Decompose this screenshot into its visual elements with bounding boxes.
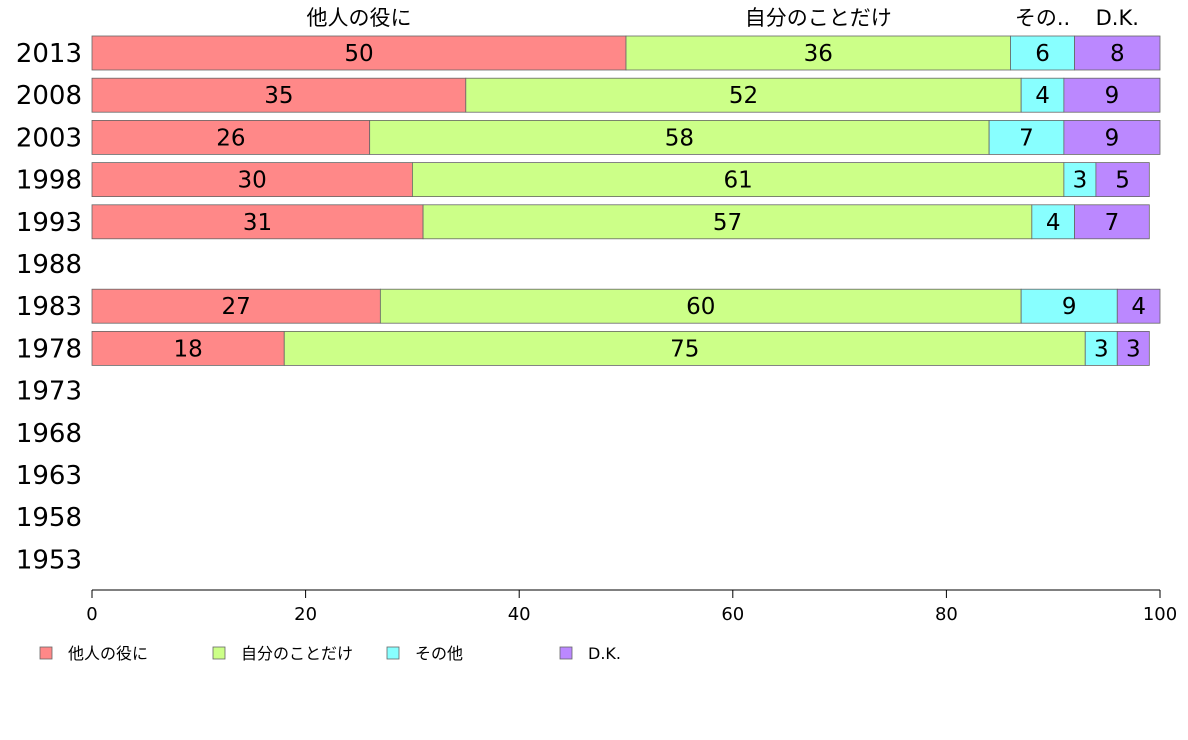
- x-tick-label-20: 20: [294, 604, 317, 625]
- bar-2013-series-0: [91, 35, 627, 71]
- legend-label-0: 他人の役に: [68, 644, 148, 663]
- data-label-1993-series-3: 7: [1105, 210, 1120, 236]
- bar-2003-series-1: [369, 120, 990, 155]
- data-label-1978-series-2: 3: [1094, 336, 1109, 362]
- y-tick-label-1958: 1958: [16, 503, 82, 533]
- legend-label-1: 自分のことだけ: [241, 644, 353, 663]
- series-top-labels: 他人の役に 自分のことだけ その.. D.K.: [307, 6, 1139, 30]
- data-label-2013-series-1: 36: [804, 41, 833, 67]
- legend-swatch-2: [386, 646, 400, 660]
- data-label-1993-series-2: 4: [1046, 210, 1061, 236]
- data-label-1993-series-1: 57: [713, 210, 742, 236]
- bar-2008-series-3: [1063, 77, 1161, 113]
- bars-group: 50 36 6 835 52 4 926 58 7 930 61 3 531 57 4 727 60 9 418 75…: [91, 35, 1161, 366]
- data-label-2008-series-2: 4: [1035, 83, 1050, 109]
- bar-2013-series-3: [1074, 35, 1161, 71]
- data-label-2008-series-0: 35: [264, 83, 293, 109]
- bar-2008-series-1: [465, 77, 1022, 113]
- data-label-1998-series-2: 3: [1073, 168, 1088, 194]
- data-label-1998-series-0: 30: [238, 168, 267, 194]
- data-label-2003-series-3: 9: [1105, 125, 1120, 151]
- bar-1978-series-2: [1084, 330, 1118, 366]
- bar-1983-series-0: [91, 288, 381, 324]
- data-label-2013-series-3: 8: [1110, 41, 1125, 67]
- data-label-1978-series-1: 75: [670, 336, 699, 362]
- data-label-1978-series-0: 18: [173, 336, 202, 362]
- y-tick-label-1973: 1973: [16, 377, 82, 407]
- bar-1993-series-1: [422, 204, 1033, 240]
- bar-2013-series-2: [1010, 35, 1075, 71]
- data-label-2008-series-3: 9: [1105, 83, 1120, 109]
- bar-1998-series-0: [91, 162, 413, 198]
- data-label-1993-series-0: 31: [243, 210, 272, 236]
- bar-2008-series-0: [91, 77, 467, 113]
- y-tick-label-1978: 1978: [16, 334, 82, 364]
- x-tick-label-80: 80: [935, 604, 958, 625]
- legend-label-3: D.K.: [588, 644, 621, 663]
- bar-1978-series-0: [91, 330, 285, 366]
- x-axis: 0 20 40 60 80 100: [86, 589, 1177, 625]
- legend-label-2: その他: [415, 644, 463, 663]
- y-tick-label-1998: 1998: [16, 166, 82, 196]
- y-axis-labels: 2013 2008 2003 1998 1993 1988 1983 1978 1973 1968…: [16, 39, 82, 575]
- series-top-label-3: D.K.: [1096, 6, 1139, 30]
- x-tick-label-0: 0: [86, 604, 97, 625]
- bar-2008-series-2: [1020, 77, 1065, 113]
- bar-2003-series-0: [91, 120, 371, 155]
- legend: 他人の役に 自分のことだけ その他 D.K.: [39, 644, 621, 663]
- bar-1998-series-1: [411, 162, 1065, 198]
- data-label-1983-series-1: 60: [686, 294, 715, 320]
- data-label-2003-series-1: 58: [665, 125, 694, 151]
- bar-1978-series-3: [1116, 330, 1150, 366]
- y-tick-label-1963: 1963: [16, 461, 82, 491]
- data-label-1998-series-1: 61: [723, 168, 752, 194]
- data-label-2003-series-2: 7: [1019, 125, 1034, 151]
- x-tick-label-60: 60: [721, 604, 744, 625]
- y-tick-label-1968: 1968: [16, 419, 82, 449]
- legend-swatch-3: [559, 646, 573, 660]
- bar-2013-series-1: [625, 35, 1011, 71]
- bar-2003-series-3: [1063, 120, 1161, 155]
- y-tick-label-2013: 2013: [16, 39, 82, 69]
- y-tick-label-1993: 1993: [16, 208, 82, 238]
- x-tick-label-40: 40: [508, 604, 531, 625]
- y-tick-label-2003: 2003: [16, 123, 82, 153]
- data-label-1983-series-2: 9: [1062, 294, 1077, 320]
- y-tick-label-1953: 1953: [16, 545, 82, 575]
- data-label-2013-series-0: 50: [344, 41, 373, 67]
- data-label-2013-series-2: 6: [1035, 41, 1050, 67]
- y-tick-label-1988: 1988: [16, 250, 82, 280]
- bar-1998-series-3: [1095, 162, 1150, 198]
- data-label-2003-series-0: 26: [216, 125, 245, 151]
- legend-swatch-1: [212, 646, 226, 660]
- data-label-1998-series-3: 5: [1115, 168, 1130, 194]
- legend-swatch-0: [39, 646, 53, 660]
- bar-1993-series-2: [1031, 204, 1075, 240]
- bar-1983-series-2: [1020, 288, 1118, 324]
- data-label-2008-series-1: 52: [729, 83, 758, 109]
- data-label-1983-series-3: 4: [1131, 294, 1146, 320]
- data-label-1978-series-3: 3: [1126, 336, 1141, 362]
- y-tick-label-2008: 2008: [16, 81, 82, 111]
- series-top-label-0: 他人の役に: [307, 6, 412, 30]
- series-top-label-1: 自分のことだけ: [745, 6, 892, 30]
- data-label-1983-series-0: 27: [222, 294, 251, 320]
- bar-1993-series-3: [1074, 204, 1150, 240]
- bar-1993-series-0: [91, 204, 424, 240]
- series-top-label-2: その..: [1015, 6, 1070, 30]
- y-tick-label-1983: 1983: [16, 292, 82, 322]
- x-tick-label-100: 100: [1143, 604, 1177, 625]
- bar-1983-series-3: [1116, 288, 1161, 324]
- bar-1983-series-1: [379, 288, 1022, 324]
